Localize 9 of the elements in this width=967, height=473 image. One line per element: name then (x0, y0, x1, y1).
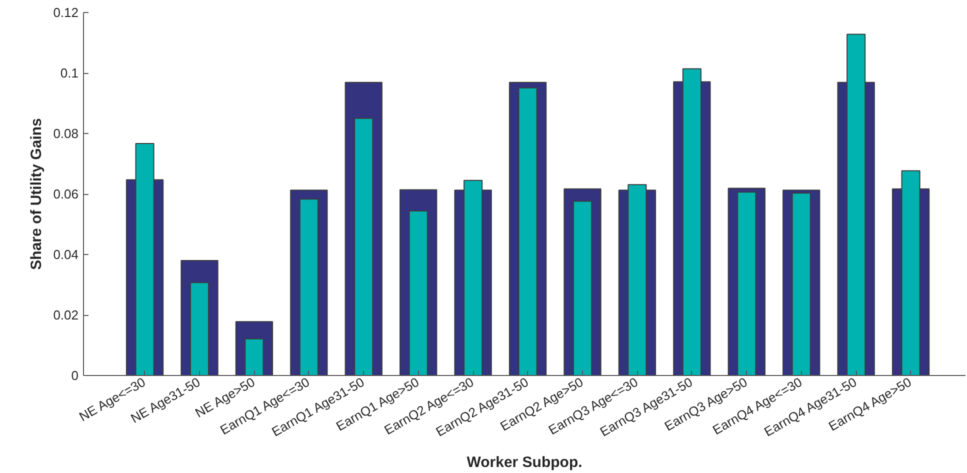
y-axis-title: Share of Utility Gains (28, 118, 46, 270)
y-tick-label: 0.04 (53, 247, 79, 262)
y-tick-label: 0.06 (53, 186, 79, 202)
x-axis-title: Worker Subpop. (466, 454, 582, 471)
y-tick-label: 0.08 (53, 126, 79, 141)
y-tick-label: 0.02 (53, 308, 79, 322)
y-tick-label: 0 (71, 368, 79, 383)
y-tick-label: 0.12 (53, 5, 79, 20)
y-tick-label: 0.1 (60, 66, 79, 80)
